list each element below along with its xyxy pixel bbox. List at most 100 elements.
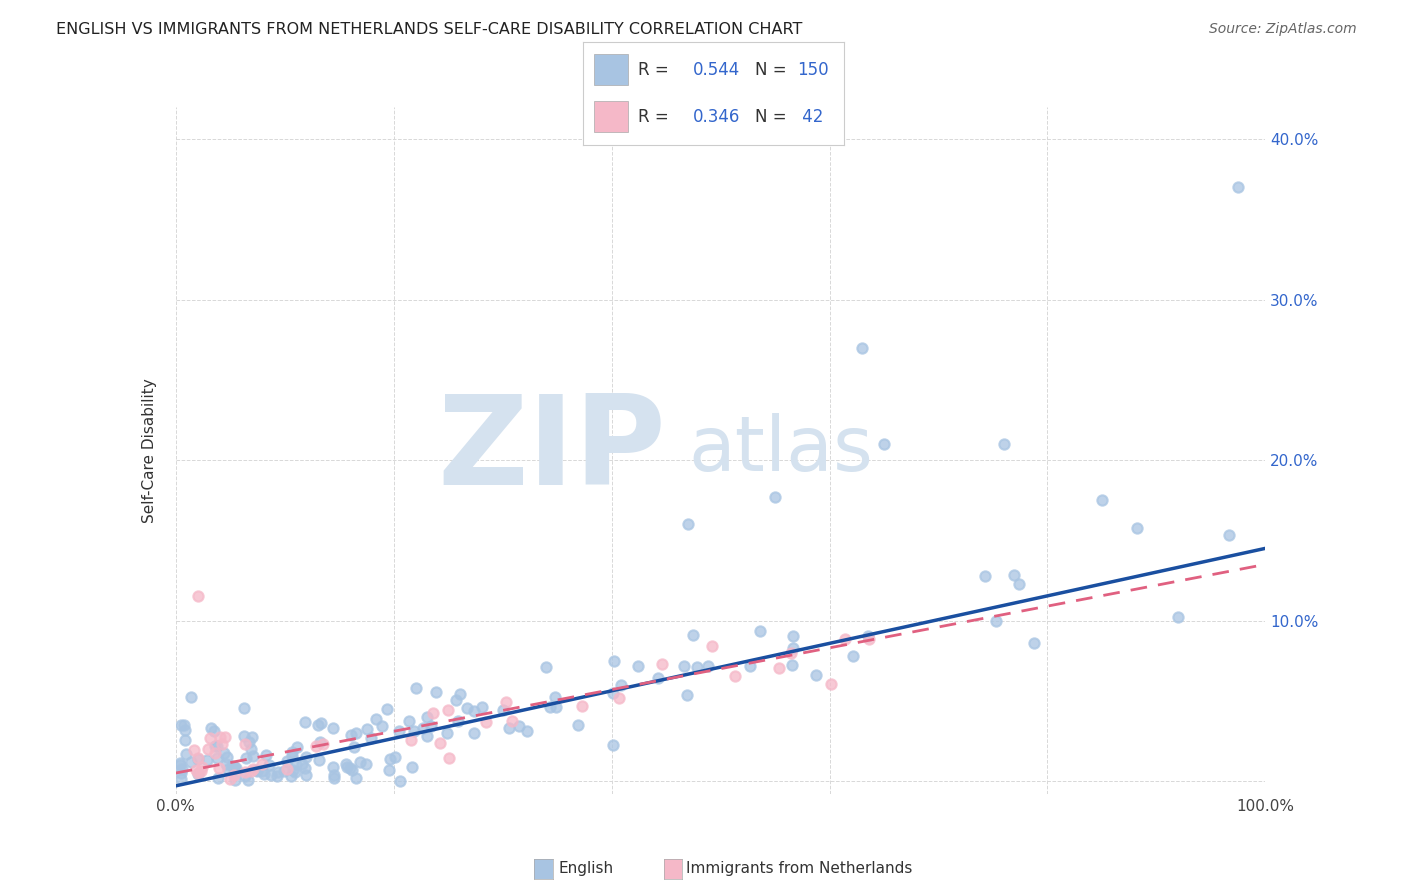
Point [195, 753, 218, 767]
Point [603, 654, 626, 668]
Text: N =: N = [755, 108, 792, 126]
Point [190, 764, 212, 779]
Point [763, 490, 786, 504]
Point [416, 729, 439, 743]
Point [281, 763, 304, 777]
Point [1227, 180, 1250, 194]
Point [267, 764, 290, 779]
Point [211, 737, 233, 751]
Point [471, 699, 494, 714]
Point [291, 757, 314, 772]
Point [208, 730, 231, 744]
Text: N =: N = [755, 61, 792, 78]
Point [308, 753, 330, 767]
Point [782, 628, 804, 642]
Point [696, 658, 718, 673]
Point [858, 632, 880, 646]
Point [340, 728, 363, 742]
Point [356, 722, 378, 736]
Point [214, 756, 236, 771]
Point [222, 760, 245, 774]
Text: 150: 150 [797, 61, 828, 78]
Point [993, 437, 1015, 451]
Point [281, 748, 304, 763]
Point [257, 757, 280, 772]
Point [495, 695, 517, 709]
Bar [593, 102, 627, 132]
Point [446, 693, 468, 707]
Point [217, 762, 239, 776]
Point [516, 723, 538, 738]
Point [242, 762, 264, 776]
Point [323, 768, 346, 782]
Point [280, 769, 302, 783]
Text: ENGLISH VS IMMIGRANTS FROM NETHERLANDS SELF-CARE DISABILITY CORRELATION CHART: ENGLISH VS IMMIGRANTS FROM NETHERLANDS S… [56, 22, 803, 37]
Point [780, 646, 803, 660]
Point [676, 517, 699, 532]
Point [294, 761, 316, 775]
Point [233, 737, 256, 751]
Point [221, 759, 243, 773]
Point [447, 714, 470, 728]
Point [416, 709, 439, 723]
Point [186, 763, 208, 777]
Y-axis label: Self-Care Disability: Self-Care Disability [142, 378, 157, 523]
Point [344, 726, 367, 740]
Point [1167, 610, 1189, 624]
Point [173, 718, 195, 732]
Point [311, 716, 333, 731]
Point [285, 740, 308, 755]
Point [198, 731, 221, 746]
Point [180, 756, 202, 770]
Text: ZIP: ZIP [437, 390, 666, 511]
Text: R =: R = [638, 108, 673, 126]
Point [651, 657, 673, 672]
Point [285, 757, 308, 772]
Point [384, 749, 406, 764]
Point [973, 569, 995, 583]
Point [602, 738, 624, 752]
Point [422, 706, 444, 720]
Point [340, 763, 363, 777]
Point [602, 686, 624, 700]
Point [170, 717, 193, 731]
Point [1218, 527, 1240, 541]
Point [856, 629, 879, 643]
Point [204, 739, 226, 753]
Point [309, 735, 332, 749]
Point [294, 750, 316, 764]
Point [399, 733, 422, 747]
Point [245, 764, 267, 778]
Point [1007, 577, 1029, 591]
Point [1091, 493, 1114, 508]
Point [360, 731, 382, 745]
Point [463, 704, 485, 718]
Point [700, 639, 723, 653]
Point [508, 719, 530, 733]
Point [242, 748, 264, 763]
Point [212, 747, 235, 761]
Point [183, 742, 205, 756]
Point [180, 690, 202, 704]
Point [186, 590, 209, 604]
Text: Immigrants from Netherlands: Immigrants from Netherlands [686, 862, 912, 876]
Point [738, 659, 761, 673]
Point [266, 769, 288, 783]
Point [170, 765, 193, 780]
Point [724, 669, 747, 683]
Point [1024, 636, 1046, 650]
Point [174, 733, 197, 747]
Text: English: English [558, 862, 613, 876]
Point [538, 699, 561, 714]
Point [276, 754, 298, 768]
Point [456, 700, 478, 714]
Point [768, 661, 790, 675]
Point [748, 624, 770, 638]
Point [224, 768, 246, 782]
Point [342, 740, 364, 755]
Point [294, 715, 316, 730]
Point [405, 681, 427, 695]
Point [323, 772, 346, 786]
Point [571, 699, 593, 714]
Point [449, 687, 471, 701]
